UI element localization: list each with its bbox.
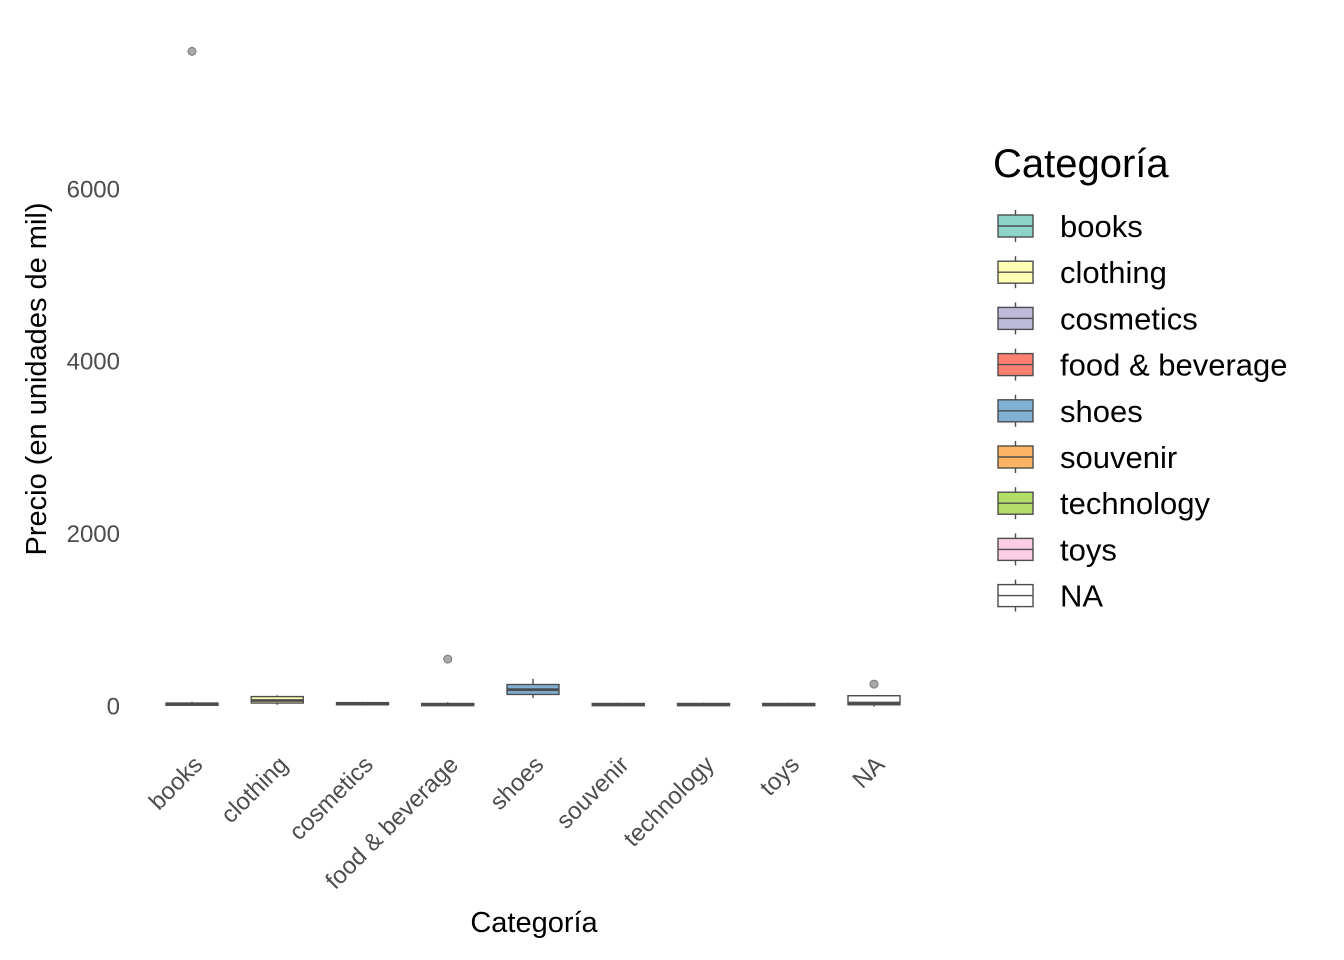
- legend-item-books: books: [997, 209, 1143, 244]
- legend-item-shoes: shoes: [997, 394, 1143, 429]
- box-clothing: [250, 695, 304, 705]
- outlier-point: [187, 46, 197, 56]
- box-shoes: [506, 678, 560, 698]
- legend-label: books: [1060, 209, 1143, 244]
- legend-item-food-and-beverage: food & beverage: [997, 348, 1288, 383]
- legend-item-toys: toys: [997, 532, 1117, 567]
- box-na: [847, 679, 901, 707]
- y-axis-title: Precio (en unidades de mil): [21, 202, 53, 555]
- legend-label: cosmetics: [1060, 301, 1198, 336]
- legend-label: toys: [1060, 532, 1117, 567]
- legend-title: Categoría: [993, 142, 1169, 186]
- box-technology: [676, 702, 731, 707]
- box-food-and-beverage: [421, 654, 475, 707]
- x-tick-label-technology: technology: [619, 751, 720, 852]
- y-tick-label: 6000: [67, 176, 120, 203]
- outlier-point: [443, 654, 453, 664]
- x-tick-label-shoes: shoes: [485, 751, 549, 815]
- y-tick-label: 2000: [67, 521, 120, 548]
- x-tick-label-clothing: clothing: [216, 751, 294, 829]
- x-tick-label-toys: toys: [755, 751, 805, 801]
- legend-item-cosmetics: cosmetics: [997, 301, 1198, 336]
- x-tick-label-books: books: [144, 751, 208, 815]
- y-tick-label: 0: [107, 694, 120, 721]
- x-tick-label-na: NA: [848, 751, 891, 794]
- plot-area: [165, 46, 901, 707]
- legend-label: shoes: [1060, 394, 1143, 429]
- legend-item-clothing: clothing: [997, 255, 1167, 290]
- outlier-point: [869, 679, 879, 689]
- box-toys: [762, 702, 816, 707]
- legend-label: technology: [1060, 486, 1210, 521]
- legend-item-technology: technology: [997, 486, 1210, 521]
- legend: Categoría books clothing cosmetics food & b…: [993, 142, 1288, 614]
- box-body: [847, 695, 901, 706]
- legend-label: clothing: [1060, 255, 1167, 290]
- x-axis-title: Categoría: [470, 907, 598, 939]
- legend-label: food & beverage: [1060, 348, 1288, 383]
- x-tick-label-souvenir: souvenir: [551, 751, 634, 834]
- legend-item-na: NA: [997, 579, 1103, 614]
- legend-label: NA: [1060, 579, 1103, 614]
- box-books: [165, 46, 219, 706]
- y-axis-ticks: 0 2000 4000 6000: [67, 176, 120, 720]
- box-cosmetics: [335, 701, 390, 706]
- y-tick-label: 4000: [67, 349, 120, 376]
- legend-label: souvenir: [1060, 440, 1177, 475]
- box-souvenir: [591, 702, 645, 707]
- legend-item-souvenir: souvenir: [997, 440, 1177, 475]
